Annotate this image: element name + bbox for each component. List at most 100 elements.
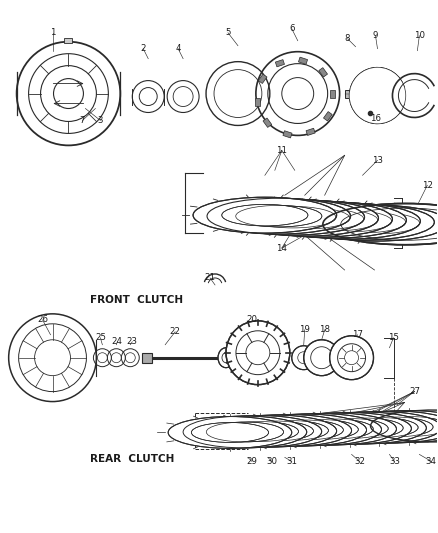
Ellipse shape (198, 416, 321, 447)
Ellipse shape (326, 418, 403, 438)
Text: 30: 30 (266, 457, 277, 466)
Ellipse shape (273, 413, 396, 445)
Bar (306, 128, 315, 135)
Text: 27: 27 (409, 387, 420, 396)
Text: 15: 15 (388, 333, 399, 342)
Circle shape (359, 77, 396, 115)
Text: 11: 11 (276, 146, 287, 155)
Text: 4: 4 (175, 44, 181, 53)
Ellipse shape (263, 202, 406, 238)
Text: 25: 25 (95, 333, 106, 342)
Bar (324, 111, 332, 121)
Ellipse shape (235, 200, 378, 236)
Ellipse shape (348, 410, 438, 442)
Ellipse shape (213, 415, 337, 447)
Text: 7: 7 (80, 116, 85, 125)
Ellipse shape (305, 205, 438, 241)
Bar (298, 57, 307, 64)
Text: 33: 33 (389, 457, 400, 466)
Ellipse shape (277, 203, 420, 239)
Text: 18: 18 (319, 325, 330, 334)
Ellipse shape (236, 205, 322, 227)
Ellipse shape (318, 411, 438, 443)
Bar (64, 38, 72, 43)
Ellipse shape (356, 417, 433, 437)
Text: 31: 31 (286, 457, 297, 466)
Bar (330, 90, 335, 98)
Ellipse shape (278, 208, 364, 230)
Ellipse shape (303, 412, 426, 444)
Text: 2: 2 (141, 44, 146, 53)
Ellipse shape (332, 411, 438, 443)
Text: 14: 14 (276, 244, 287, 253)
Bar (276, 60, 284, 67)
Text: 22: 22 (170, 327, 180, 336)
Circle shape (304, 340, 339, 376)
Ellipse shape (291, 204, 434, 240)
Bar (345, 90, 367, 98)
Text: FRONT  CLUTCH: FRONT CLUTCH (90, 295, 184, 305)
Bar (319, 68, 328, 77)
Text: 17: 17 (352, 330, 363, 340)
Text: 21: 21 (205, 273, 215, 282)
Ellipse shape (228, 415, 352, 447)
Text: 20: 20 (247, 316, 258, 324)
Ellipse shape (183, 416, 307, 448)
Bar (142, 353, 152, 362)
Ellipse shape (266, 420, 343, 440)
Text: 16: 16 (370, 114, 381, 123)
Text: 13: 13 (372, 156, 383, 165)
Bar (263, 118, 272, 127)
Ellipse shape (168, 416, 292, 448)
Ellipse shape (236, 421, 314, 441)
Ellipse shape (218, 348, 234, 368)
Ellipse shape (264, 207, 350, 229)
Text: 10: 10 (414, 31, 425, 40)
Text: 3: 3 (98, 116, 103, 125)
Text: 26: 26 (37, 316, 48, 324)
Ellipse shape (258, 414, 381, 446)
Text: 29: 29 (247, 457, 258, 466)
Ellipse shape (306, 211, 392, 232)
Ellipse shape (222, 204, 308, 226)
Ellipse shape (288, 413, 411, 445)
Ellipse shape (191, 423, 268, 442)
Circle shape (292, 346, 316, 370)
Ellipse shape (207, 198, 350, 234)
Bar (258, 74, 267, 84)
Bar (255, 98, 260, 106)
Text: 5: 5 (225, 28, 231, 37)
Ellipse shape (341, 417, 418, 438)
Circle shape (226, 321, 290, 385)
Ellipse shape (323, 204, 438, 245)
Circle shape (330, 336, 374, 379)
Text: 8: 8 (345, 34, 350, 43)
Text: 6: 6 (289, 25, 294, 33)
Ellipse shape (249, 201, 392, 237)
Ellipse shape (281, 419, 358, 439)
Text: 34: 34 (426, 457, 437, 466)
Text: 9: 9 (373, 31, 378, 40)
Text: 1: 1 (50, 28, 55, 37)
Ellipse shape (221, 199, 364, 235)
Ellipse shape (193, 197, 337, 233)
Text: 12: 12 (422, 181, 433, 190)
Ellipse shape (296, 419, 373, 439)
Text: 32: 32 (354, 457, 365, 466)
Ellipse shape (251, 421, 328, 440)
Text: REAR  CLUTCH: REAR CLUTCH (90, 455, 175, 464)
Ellipse shape (243, 414, 367, 446)
Ellipse shape (311, 418, 388, 439)
Ellipse shape (333, 212, 420, 234)
Ellipse shape (319, 212, 406, 233)
Ellipse shape (221, 422, 299, 441)
Ellipse shape (371, 416, 438, 437)
Ellipse shape (250, 206, 336, 228)
Text: 28: 28 (229, 427, 240, 436)
Text: 24: 24 (112, 337, 123, 346)
Ellipse shape (206, 422, 283, 442)
Circle shape (350, 68, 406, 124)
Text: 23: 23 (127, 337, 138, 346)
Ellipse shape (292, 209, 378, 231)
Bar (283, 131, 292, 138)
